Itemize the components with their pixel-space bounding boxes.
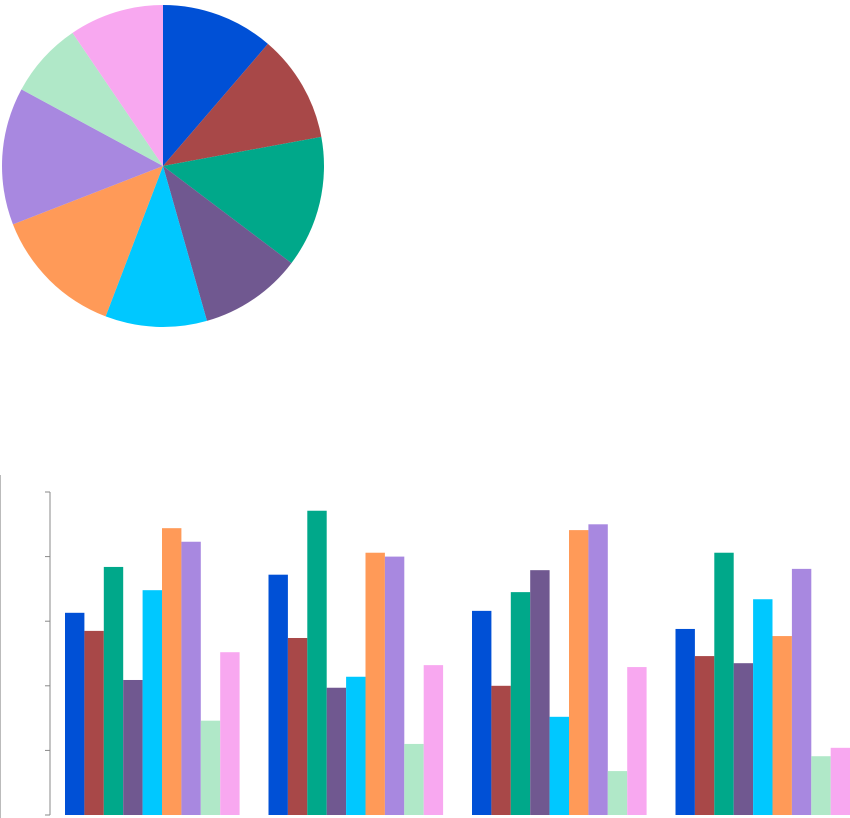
bar xyxy=(200,720,221,815)
bar xyxy=(326,687,347,815)
bar xyxy=(791,568,812,815)
bar xyxy=(588,524,608,815)
bar xyxy=(510,592,531,815)
bar xyxy=(491,685,511,815)
pie-slice xyxy=(72,5,163,166)
bar xyxy=(103,566,124,815)
pie-slice xyxy=(163,136,325,264)
pie-slice xyxy=(163,5,268,166)
bar xyxy=(607,771,628,815)
bar xyxy=(162,528,182,815)
bar xyxy=(287,637,308,815)
bar xyxy=(220,652,240,815)
bar xyxy=(714,552,734,815)
bar xyxy=(423,665,444,815)
pie-slice xyxy=(105,166,207,327)
bar xyxy=(753,599,773,815)
bar xyxy=(346,676,366,815)
bar xyxy=(830,747,850,815)
bar xyxy=(627,667,647,815)
pie-slice xyxy=(12,166,163,317)
bar xyxy=(811,756,831,815)
bar xyxy=(65,612,85,815)
bar xyxy=(530,570,550,815)
bar xyxy=(142,590,162,815)
bar xyxy=(472,610,492,815)
bar xyxy=(404,743,424,815)
bar xyxy=(384,556,405,815)
pie-slice xyxy=(163,166,292,321)
bar xyxy=(569,530,589,815)
bar xyxy=(365,552,385,815)
bar xyxy=(181,541,201,815)
bar xyxy=(307,510,327,815)
pie-slice xyxy=(1,89,163,225)
bar xyxy=(675,628,695,815)
bar xyxy=(733,663,754,815)
bar xyxy=(84,630,104,815)
bar xyxy=(694,656,715,815)
pie-slice xyxy=(163,43,322,166)
bar xyxy=(772,636,792,815)
bar xyxy=(123,679,143,815)
bar xyxy=(268,574,288,815)
bar xyxy=(549,716,569,815)
pie-slice xyxy=(21,32,164,166)
